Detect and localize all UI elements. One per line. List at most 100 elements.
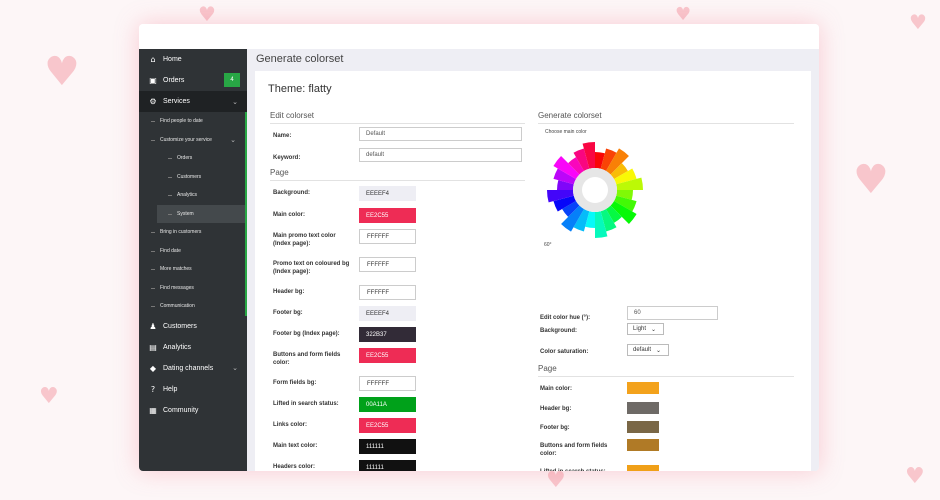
- color-wheel-segment[interactable]: [595, 152, 605, 169]
- color-wheel-segment[interactable]: [557, 180, 574, 190]
- generated-color-label: Main color:: [540, 386, 573, 392]
- edit-colorset-heading: Edit colorset: [270, 111, 525, 124]
- color-value-input[interactable]: FFFFFF: [359, 285, 416, 300]
- color-wheel-segment[interactable]: [610, 201, 637, 224]
- heart-decoration-icon: ♥: [44, 49, 80, 95]
- submenu-orders[interactable]: Orders: [139, 149, 245, 168]
- sidebar-item-home[interactable]: ⌂ Home: [139, 49, 247, 70]
- color-wheel-segment[interactable]: [585, 211, 595, 228]
- color-wheel-segment[interactable]: [614, 195, 637, 212]
- sidebar-item-dating-channels[interactable]: ◆ Dating channels ⌄: [139, 358, 247, 379]
- submenu-label: Customize your service: [160, 136, 212, 143]
- color-hue-input[interactable]: 60: [627, 306, 718, 320]
- saturation-select-value: default: [633, 347, 652, 353]
- keyword-input[interactable]: default: [359, 148, 522, 162]
- color-wheel-segment[interactable]: [553, 156, 580, 179]
- color-wheel-segment[interactable]: [614, 168, 637, 185]
- sidebar: ⌂ Home ▣ Orders 4 ⚙ Services ⌄ Find peop…: [139, 49, 247, 471]
- submenu-label: Customers: [177, 173, 202, 180]
- color-wheel-segment[interactable]: [606, 148, 629, 175]
- submenu-label: Find messages: [160, 284, 194, 291]
- sidebar-item-analytics[interactable]: ▤ Analytics: [139, 337, 247, 358]
- color-value-input[interactable]: 111111: [359, 439, 416, 454]
- saturation-select[interactable]: default ⌄: [627, 344, 669, 356]
- page-color-label: Main promo text color (Index page):: [273, 233, 336, 247]
- color-wheel-segment[interactable]: [573, 209, 590, 232]
- submenu-analytics[interactable]: Analytics: [139, 186, 245, 205]
- color-wheel-segment[interactable]: [610, 163, 628, 179]
- color-wheel-segment[interactable]: [562, 201, 580, 217]
- dating-channels-icon: ◆: [149, 363, 157, 373]
- sidebar-item-help[interactable]: ? Help: [139, 379, 247, 400]
- submenu-communication[interactable]: Communication: [139, 297, 245, 316]
- page-color-label: Footer bg:: [273, 310, 303, 316]
- sidebar-item-services[interactable]: ⚙ Services ⌄: [139, 91, 247, 112]
- color-wheel-segment[interactable]: [561, 205, 584, 232]
- color-wheel-segment[interactable]: [553, 168, 576, 185]
- color-wheel-segment[interactable]: [616, 190, 633, 200]
- submenu-find-people[interactable]: Find people to date: [139, 112, 245, 131]
- submenu-label: Find people to date: [160, 118, 203, 125]
- color-wheel-segment[interactable]: [606, 205, 622, 223]
- generated-color-swatch[interactable]: [627, 382, 659, 394]
- background-select[interactable]: Light ⌄: [627, 323, 664, 335]
- heart-decoration-icon: ♥: [546, 468, 566, 493]
- generated-color-swatch[interactable]: [627, 439, 659, 451]
- color-wheel-segment[interactable]: [568, 157, 584, 175]
- submenu-label: Orders: [177, 155, 193, 162]
- page-color-label: Form fields bg:: [273, 380, 317, 386]
- sidebar-item-customers[interactable]: ♟ Customers: [139, 316, 247, 337]
- color-value-input[interactable]: EE2C55: [359, 208, 416, 223]
- users-icon: ♟: [149, 321, 157, 331]
- analytics-icon: ▤: [149, 342, 157, 352]
- color-wheel-segment[interactable]: [582, 142, 595, 169]
- submenu-more-matches[interactable]: More matches: [139, 260, 245, 279]
- submenu-customize-service[interactable]: Customize your service ⌄: [139, 131, 245, 150]
- submenu-system[interactable]: System: [157, 204, 245, 223]
- color-wheel-segment[interactable]: [547, 190, 574, 203]
- sidebar-item-label: Customers: [163, 322, 197, 330]
- sidebar-item-orders[interactable]: ▣ Orders 4: [139, 70, 247, 91]
- background-select-value: Light: [633, 326, 647, 332]
- heart-decoration-icon: ♥: [909, 10, 927, 34]
- sidebar-item-community[interactable]: ▦ Community: [139, 400, 247, 421]
- color-wheel-segment[interactable]: [600, 209, 617, 232]
- heart-decoration-icon: ♥: [905, 464, 925, 489]
- color-value-input[interactable]: 322B37: [359, 327, 416, 342]
- community-icon: ▦: [149, 405, 157, 415]
- color-wheel-segment[interactable]: [573, 148, 590, 171]
- color-wheel-segment[interactable]: [553, 195, 576, 212]
- color-value-input[interactable]: 111111: [359, 460, 416, 471]
- color-value-input[interactable]: FFFFFF: [359, 229, 416, 244]
- color-value-input[interactable]: EE2C55: [359, 418, 416, 433]
- orders-icon: ▣: [149, 76, 157, 85]
- submenu-label: Communication: [160, 303, 195, 310]
- submenu-bring-in-customers[interactable]: Bring in customers: [139, 223, 245, 242]
- color-wheel-segment[interactable]: [595, 211, 608, 238]
- generated-color-swatch[interactable]: [627, 421, 659, 433]
- submenu-customers[interactable]: Customers: [139, 168, 245, 187]
- color-value-input[interactable]: 00A11A: [359, 397, 416, 412]
- generated-color-swatch[interactable]: [627, 402, 659, 414]
- color-value-input[interactable]: EEEEF4: [359, 306, 416, 321]
- color-value-input[interactable]: EE2C55: [359, 348, 416, 363]
- color-wheel-segment[interactable]: [616, 177, 643, 190]
- color-wheel[interactable]: [543, 135, 647, 245]
- submenu-find-date[interactable]: Find date: [139, 242, 245, 261]
- chevron-down-icon: ⌄: [230, 135, 236, 144]
- page-section-heading: Page: [270, 168, 525, 181]
- generated-color-swatch[interactable]: [627, 465, 659, 471]
- color-value-input[interactable]: FFFFFF: [359, 257, 416, 272]
- page-color-label: Main text color:: [273, 443, 318, 449]
- submenu-find-messages[interactable]: Find messages: [139, 279, 245, 298]
- wheel-degree-label: 60°: [544, 242, 552, 248]
- submenu-label: System: [177, 210, 194, 217]
- color-value-input[interactable]: FFFFFF: [359, 376, 416, 391]
- theme-title: Theme: flatty: [268, 83, 332, 95]
- page-color-label: Headers color:: [273, 464, 316, 470]
- name-input[interactable]: Default: [359, 127, 522, 141]
- color-wheel-segment[interactable]: [600, 148, 617, 171]
- page-color-label: Main color:: [273, 212, 306, 218]
- main-content: Generate colorset Theme: flatty Edit col…: [247, 49, 819, 471]
- color-value-input[interactable]: EEEEF4: [359, 186, 416, 201]
